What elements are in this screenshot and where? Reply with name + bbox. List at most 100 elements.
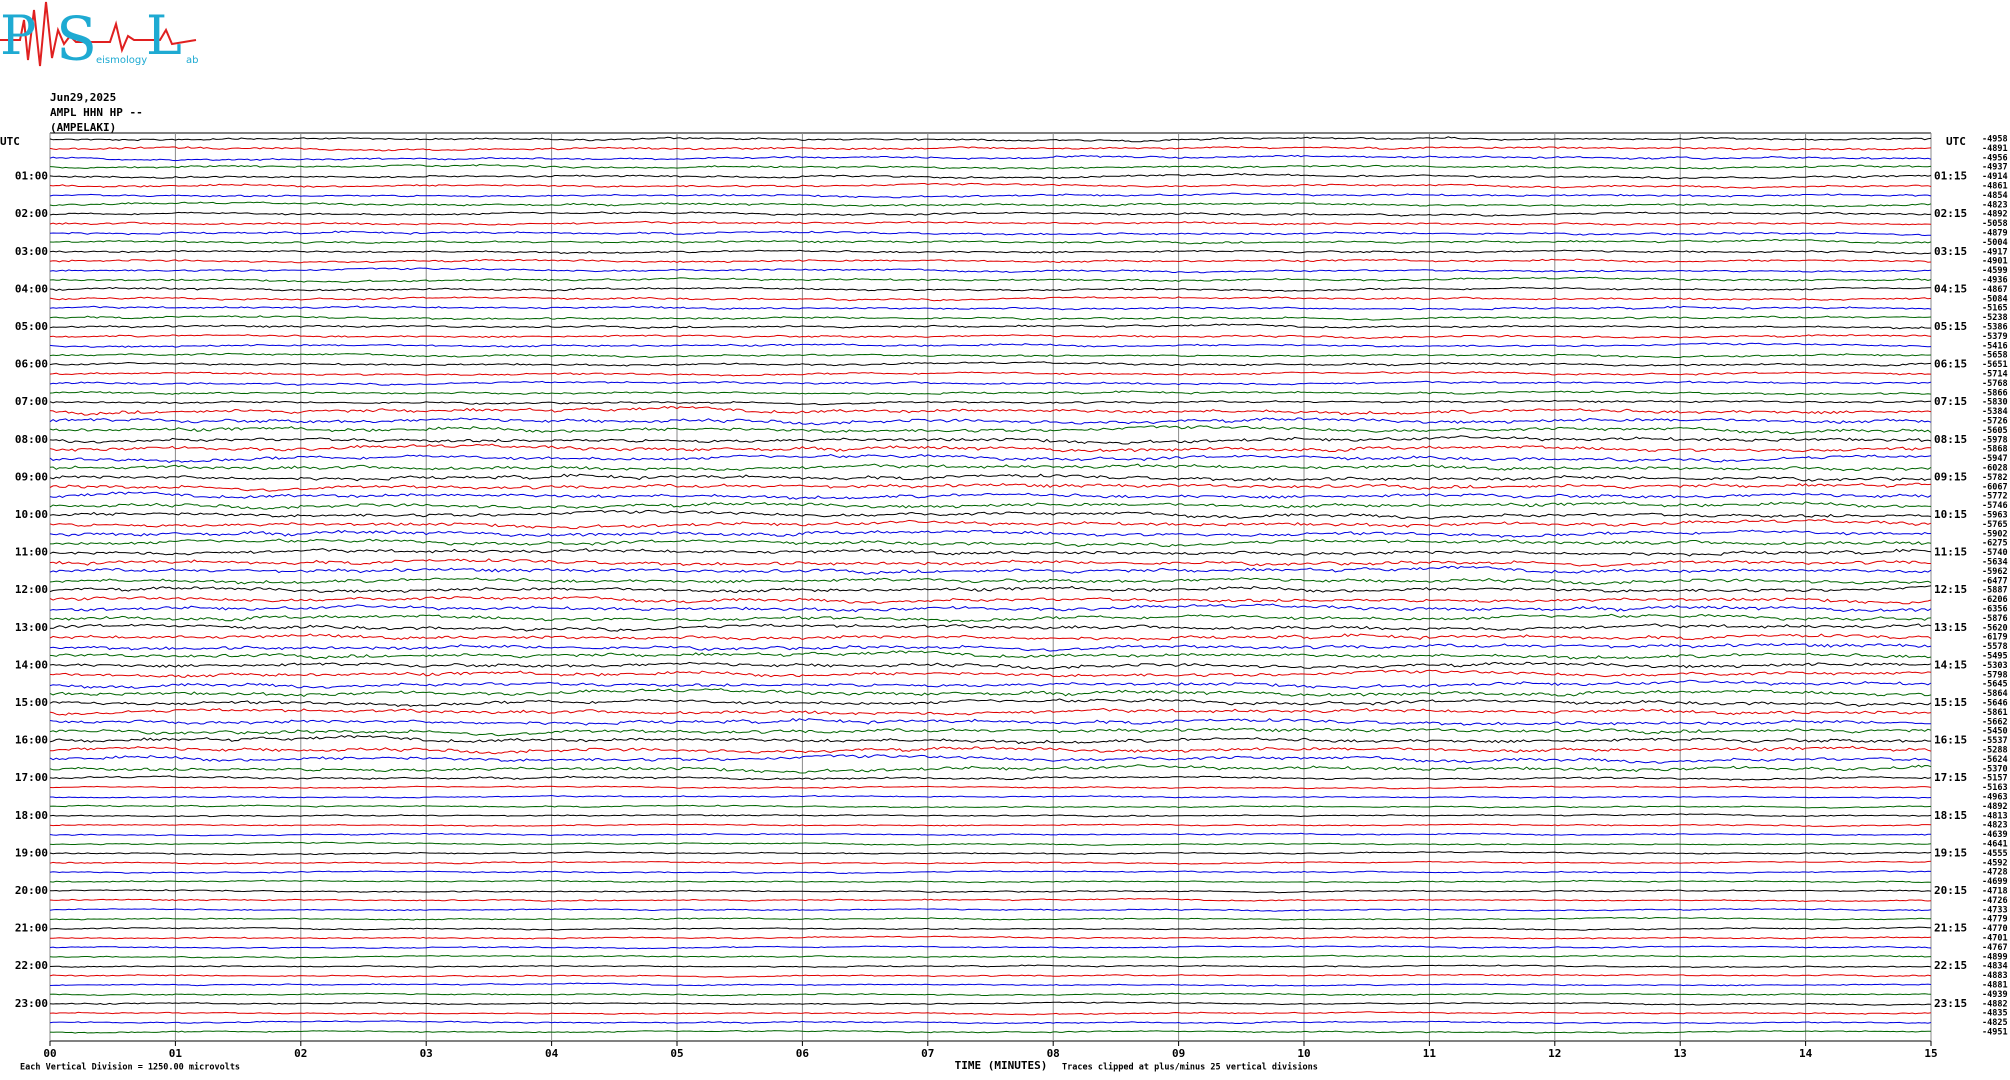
trace-offset: -4592 [1982,858,2008,868]
trace-offset: -4956 [1982,153,2008,163]
trace [49,841,1932,846]
trace-offset: -4599 [1982,266,2008,276]
trace-offset: -5866 [1982,388,2008,398]
trace-offset: -4917 [1982,247,2008,257]
trace [49,443,1932,453]
trace [49,258,1932,264]
trace [49,775,1932,781]
trace-offset: -5782 [1982,473,2008,483]
trace-offset: -4899 [1982,952,2008,962]
hour-label: 15:00 [15,696,48,709]
trace [49,954,1932,959]
trace [49,688,1932,698]
trace [49,296,1932,302]
hour-label: 02:00 [15,207,48,220]
trace-offset: -4770 [1982,924,2008,934]
trace [49,453,1932,463]
x-tick-label: 08 [1047,1047,1060,1060]
trace [49,992,1932,997]
hour-label: 06:15 [1934,358,1967,371]
trace [49,669,1932,678]
hour-label: 19:15 [1934,846,1967,859]
trace [49,371,1932,377]
x-tick-label: 11 [1423,1047,1437,1060]
trace-offset: -5495 [1982,652,2008,662]
trace-offset: -4881 [1982,981,2008,991]
trace [49,585,1932,594]
trace-offset: -5004 [1982,238,2008,248]
trace-offset: -5746 [1982,501,2008,511]
trace-offset: -4936 [1982,276,2008,286]
x-tick-label: 13 [1674,1047,1687,1060]
trace [49,908,1932,912]
hour-label: 18:15 [1934,809,1967,822]
trace [49,982,1932,987]
trace-offset: -4883 [1982,971,2008,981]
hour-label: 04:15 [1934,282,1967,295]
x-tick-label: 12 [1548,1047,1561,1060]
hour-label: 05:15 [1934,320,1967,333]
trace [49,613,1932,623]
trace-offset: -5645 [1982,680,2008,690]
trace [49,482,1932,492]
trace-offset: -5861 [1982,708,2008,718]
trace-offset: -4937 [1982,163,2008,173]
trace-offset: -5798 [1982,670,2008,680]
trace [49,727,1932,737]
hour-label: 07:15 [1934,395,1967,408]
trace-offset: -5386 [1982,323,2008,333]
traces [49,136,1932,1034]
trace [49,698,1932,707]
hour-label: 10:00 [15,508,48,521]
trace [49,399,1932,406]
trace [49,745,1932,755]
trace-offset: -5288 [1982,746,2008,756]
trace-offset: -4641 [1982,840,2008,850]
trace [49,642,1932,652]
trace [49,916,1932,921]
x-tick-label: 06 [796,1047,810,1060]
trace [49,463,1932,472]
trace [49,323,1932,330]
hour-label: 17:00 [15,771,48,784]
trace-offset: -4854 [1982,191,2008,201]
logo: P S L eismology ab [0,1,198,75]
trace [49,136,1932,143]
trace [49,473,1932,482]
hour-label: 12:15 [1934,583,1967,596]
trace-offset: -5624 [1982,755,2008,765]
trace [49,220,1932,226]
trace-offset: -4733 [1982,905,2008,915]
trace-offset: -5662 [1982,717,2008,727]
trace-offset: -4699 [1982,877,2008,887]
trace-offset: -4879 [1982,229,2008,239]
trace [49,238,1932,245]
trace-offset: -5726 [1982,417,2008,427]
hour-label: 01:00 [15,170,48,183]
trace [49,230,1931,237]
trace-offset: -5830 [1982,398,2008,408]
trace [49,860,1932,865]
trace [49,754,1932,764]
trace [49,173,1932,180]
hour-label: 16:00 [15,734,48,747]
hour-label: 10:15 [1934,508,1967,521]
trace-offset: -6477 [1982,576,2008,586]
trace [49,565,1932,575]
trace [49,870,1932,875]
x-tick-label: 10 [1297,1047,1310,1060]
trace [49,146,1932,152]
trace [49,211,1932,217]
hour-label: 19:00 [15,846,48,859]
logo-small: ab [186,55,198,66]
hour-label: 17:15 [1934,771,1967,784]
trace [50,889,1932,894]
hour-label: 22:15 [1934,959,1967,972]
hour-label: 15:15 [1934,696,1967,709]
trace-offset: -4963 [1982,793,2008,803]
trace-offset: -4823 [1982,821,2008,831]
hour-label: 08:15 [1934,433,1967,446]
trace [49,832,1931,837]
trace [49,305,1932,311]
trace [49,1020,1932,1025]
